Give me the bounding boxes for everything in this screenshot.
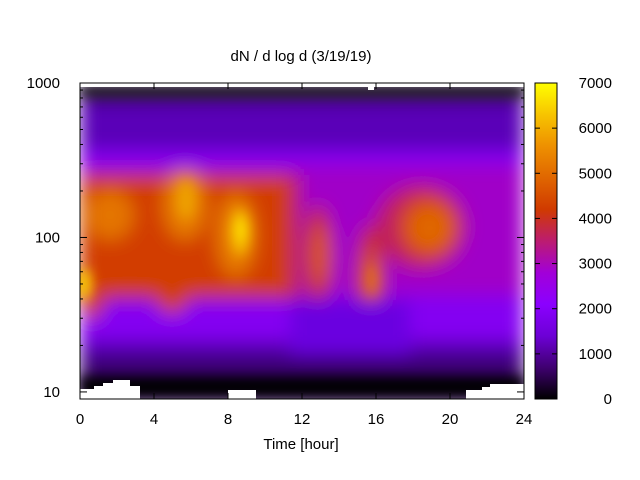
x-tick-label: 16 bbox=[368, 411, 385, 428]
colorbar-tick-label: 6000 bbox=[579, 120, 612, 137]
colorbar-tick-label: 3000 bbox=[579, 256, 612, 273]
x-tick-label: 24 bbox=[516, 411, 533, 428]
colorbar-tick-label: 0 bbox=[604, 391, 612, 408]
x-axis: 0 4 8 12 16 20 24 bbox=[76, 83, 533, 428]
x-tick-label: 12 bbox=[294, 411, 311, 428]
chart-title: dN / d log d (3/19/19) bbox=[231, 48, 372, 65]
x-axis-label: Time [hour] bbox=[263, 436, 338, 453]
colorbar-axis: 0 1000 2000 3000 4000 5000 6000 7000 bbox=[535, 75, 612, 408]
y-axis: 10 100 1000 bbox=[27, 75, 524, 401]
y-tick-label: 1000 bbox=[27, 75, 60, 92]
x-tick-label: 4 bbox=[150, 411, 158, 428]
x-tick-label: 0 bbox=[76, 411, 84, 428]
x-tick-label: 8 bbox=[224, 411, 232, 428]
colorbar-tick-label: 4000 bbox=[579, 210, 612, 227]
colorbar-tick-label: 2000 bbox=[579, 301, 612, 318]
colorbar-tick-label: 7000 bbox=[579, 75, 612, 92]
y-tick-label: 10 bbox=[43, 384, 60, 401]
heatmap-field bbox=[80, 83, 524, 399]
colorbar bbox=[534, 82, 558, 400]
colorbar-tick-label: 1000 bbox=[579, 346, 612, 363]
colorbar-tick-label: 5000 bbox=[579, 165, 612, 182]
y-tick-label: 100 bbox=[35, 229, 60, 246]
x-tick-label: 20 bbox=[442, 411, 459, 428]
